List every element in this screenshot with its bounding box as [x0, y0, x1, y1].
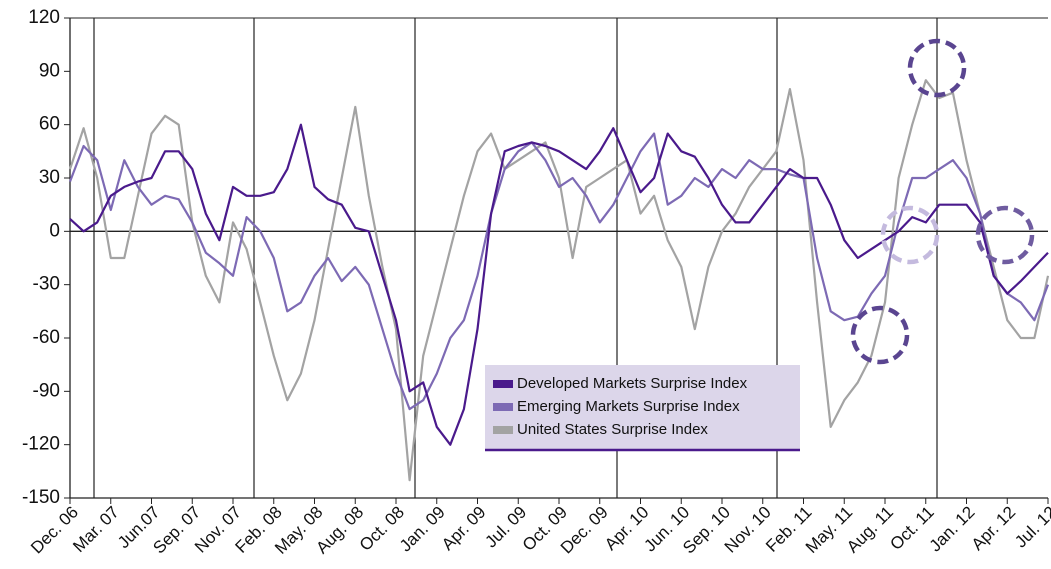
legend-box [485, 365, 800, 450]
y-tick-label: -150 [22, 487, 60, 508]
legend-label: United States Surprise Index [517, 421, 708, 438]
legend-label: Emerging Markets Surprise Index [517, 398, 740, 415]
x-tick-label: Jan. 09 [396, 503, 449, 556]
highlight-circle [850, 305, 910, 365]
highlight-circle [880, 205, 940, 265]
y-tick-label: 0 [49, 220, 60, 241]
x-tick-label: Jan. 12 [926, 503, 979, 556]
y-tick-label: -60 [33, 327, 60, 348]
y-tick-label: -30 [33, 274, 60, 295]
y-tick-label: 120 [28, 7, 60, 28]
x-tick-label: Aug. 11 [843, 503, 897, 557]
series-line [68, 79, 1050, 482]
legend-swatch [493, 426, 513, 434]
y-tick-label: 60 [39, 114, 60, 135]
legend-swatch [493, 380, 513, 388]
x-tick-label: Jul. 12 [1011, 503, 1051, 552]
y-tick-label: -120 [22, 434, 60, 455]
legend-swatch [493, 403, 513, 411]
x-tick-label: Mar. 07 [69, 503, 123, 557]
y-tick-label: 30 [39, 167, 60, 188]
x-tick-label: Dec. 06 [27, 503, 82, 558]
year-separators [93, 18, 938, 498]
y-tick-label: 90 [39, 60, 60, 81]
y-tick-label: -90 [33, 380, 60, 401]
x-tick-label: Nov. 10 [721, 503, 775, 557]
x-tick-label: Apr. 09 [438, 503, 490, 555]
x-tick-label: Apr. 12 [968, 503, 1020, 555]
legend-label: Developed Markets Surprise Index [517, 375, 748, 392]
highlight-circle [907, 38, 967, 98]
series-line [68, 132, 1050, 411]
highlight-circle [975, 205, 1035, 265]
